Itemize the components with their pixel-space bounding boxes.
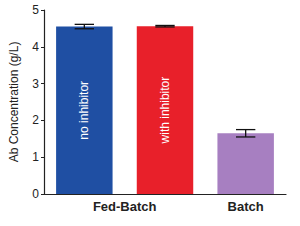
svg-text:Fed-Batch: Fed-Batch: [93, 199, 157, 214]
svg-text:0: 0: [32, 187, 39, 201]
svg-text:2: 2: [32, 113, 39, 127]
svg-text:no inhibitor: no inhibitor: [77, 81, 91, 140]
svg-text:Batch: Batch: [228, 199, 264, 214]
svg-text:1: 1: [32, 150, 39, 164]
svg-text:Ab Concentration (g/L): Ab Concentration (g/L): [7, 42, 21, 163]
svg-text:with inhibitor: with inhibitor: [158, 77, 172, 145]
svg-text:3: 3: [32, 77, 39, 91]
svg-text:5: 5: [32, 3, 39, 17]
svg-text:4: 4: [32, 40, 39, 54]
